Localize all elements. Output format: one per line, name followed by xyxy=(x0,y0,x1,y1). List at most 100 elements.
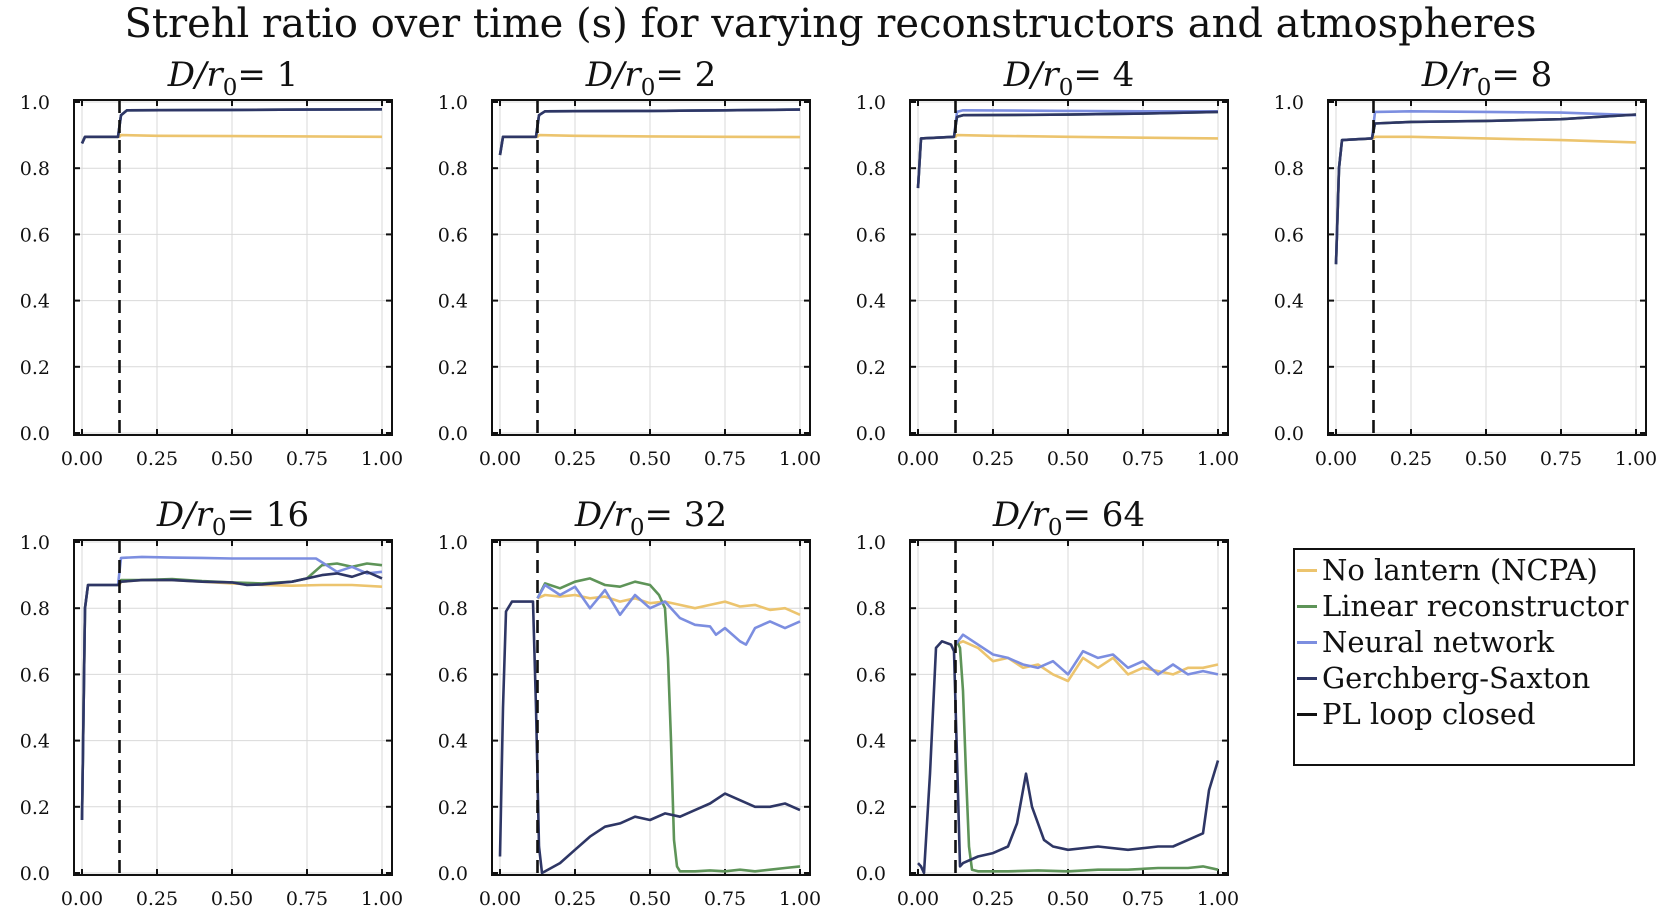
x-tick-label: 1.00 xyxy=(1615,448,1657,470)
x-tick-label: 0.25 xyxy=(136,448,178,470)
subplot-title-value: = 64 xyxy=(1063,495,1146,535)
legend-swatch-linear-reconstructor xyxy=(1297,605,1317,608)
x-tick-label: 0.00 xyxy=(479,888,521,910)
y-tick-label: 0.6 xyxy=(20,664,50,686)
x-tick-label: 0.50 xyxy=(629,888,671,910)
subplot-title-ratio: D/r xyxy=(585,55,643,95)
y-tick-label: 1.0 xyxy=(856,92,886,114)
y-tick-label: 0.8 xyxy=(856,598,886,620)
plot-frame xyxy=(909,539,1229,876)
subplot-title-subscript: 0 xyxy=(630,515,645,541)
y-tick-label: 0.6 xyxy=(856,664,886,686)
plot-frame xyxy=(491,99,811,436)
y-tick-label: 0.4 xyxy=(20,731,50,753)
x-tick-label: 0.75 xyxy=(1122,888,1164,910)
subplot-title: D/r0= 16 xyxy=(156,495,309,541)
y-tick-label: 0.0 xyxy=(1274,423,1304,445)
subplot-1: D/r0= 1 0.0 0.2 0.4 0.6 0.8 1.0 0.00 0.25 0.50 0.7… xyxy=(20,55,403,470)
subplot-6: D/r0= 32 0.0 0.2 0.4 0.6 0.8 1.0 0.00 0.25 0.50 0.… xyxy=(438,495,821,910)
x-tick-label: 0.00 xyxy=(897,448,939,470)
x-tick-label: 0.50 xyxy=(211,448,253,470)
x-tick-label: 0.75 xyxy=(704,448,746,470)
legend-label: No lantern (NCPA) xyxy=(1322,553,1598,587)
legend-label: Gerchberg-Saxton xyxy=(1322,661,1591,695)
y-tick-label: 0.4 xyxy=(1274,291,1304,313)
x-tick-label: 0.00 xyxy=(897,888,939,910)
plot-frame xyxy=(909,99,1229,436)
x-tick-label: 0.25 xyxy=(972,448,1014,470)
y-tick-label: 0.0 xyxy=(438,423,468,445)
legend-swatch-gerchberg-saxton xyxy=(1297,677,1317,680)
x-tick-label: 0.50 xyxy=(211,888,253,910)
y-tick-label: 0.0 xyxy=(856,863,886,885)
y-tick-label: 0.2 xyxy=(1274,357,1304,379)
y-tick-label: 1.0 xyxy=(20,532,50,554)
y-tick-label: 1.0 xyxy=(1274,92,1304,114)
subplot-3: D/r0= 4 0.0 0.2 0.4 0.6 0.8 1.0 0.00 0.25 0.50 0.7… xyxy=(856,55,1239,470)
subplot-2: D/r0= 2 0.0 0.2 0.4 0.6 0.8 1.0 0.00 0.25 0.50 0.7… xyxy=(438,55,821,470)
y-tick-label: 1.0 xyxy=(438,92,468,114)
subplot-title-subscript: 0 xyxy=(641,75,656,101)
y-tick-label: 0.2 xyxy=(856,797,886,819)
y-tick-label: 0.4 xyxy=(856,291,886,313)
subplot-title-ratio: D/r xyxy=(1003,55,1061,95)
series-line-neural-network xyxy=(954,633,1219,676)
x-tick-label: 0.00 xyxy=(61,888,103,910)
x-tick-label: 0.75 xyxy=(704,888,746,910)
y-tick-label: 0.6 xyxy=(438,224,468,246)
x-tick-label: 0.50 xyxy=(629,448,671,470)
legend-item-neural-network: Neural network xyxy=(1295,624,1635,660)
legend-item-pl-loop-closed: PL loop closed xyxy=(1295,696,1635,732)
y-tick-label: 0.8 xyxy=(438,598,468,620)
subplot-title-value: = 8 xyxy=(1491,55,1552,95)
y-tick-label: 0.2 xyxy=(438,797,468,819)
subplot-title-subscript: 0 xyxy=(1048,515,1063,541)
y-tick-label: 0.0 xyxy=(20,863,50,885)
x-tick-label: 0.25 xyxy=(972,888,1014,910)
x-tick-label: 0.50 xyxy=(1047,448,1089,470)
x-tick-label: 0.25 xyxy=(554,888,596,910)
subplot-title-value: = 4 xyxy=(1073,55,1134,95)
legend-label: PL loop closed xyxy=(1322,697,1536,731)
subplot-title: D/r0= 8 xyxy=(1421,55,1553,101)
subplot-title-value: = 32 xyxy=(645,495,728,535)
y-tick-label: 0.4 xyxy=(438,731,468,753)
plot-frame xyxy=(73,539,393,876)
y-tick-label: 0.2 xyxy=(20,357,50,379)
x-tick-label: 0.50 xyxy=(1047,888,1089,910)
x-tick-label: 1.00 xyxy=(1197,448,1239,470)
subplot-5: D/r0= 16 0.0 0.2 0.4 0.6 0.8 1.0 0.00 0.25 0.50 0.… xyxy=(20,495,403,910)
series-line-gerchberg-saxton xyxy=(498,600,801,875)
y-tick-label: 0.8 xyxy=(20,598,50,620)
legend-swatch-neural-network xyxy=(1297,641,1317,644)
x-tick-label: 0.25 xyxy=(136,888,178,910)
y-tick-label: 0.8 xyxy=(856,158,886,180)
subplot-4: D/r0= 8 0.0 0.2 0.4 0.6 0.8 1.0 0.00 0.25 0.50 0.7… xyxy=(1274,55,1657,470)
subplot-title-subscript: 0 xyxy=(1059,75,1074,101)
subplot-title: D/r0= 64 xyxy=(992,495,1145,541)
subplot-title-ratio: D/r xyxy=(167,55,225,95)
series-line-no-lantern-ncpa xyxy=(954,639,1219,683)
y-tick-label: 0.6 xyxy=(1274,224,1304,246)
y-tick-label: 0.6 xyxy=(856,224,886,246)
legend-label: Neural network xyxy=(1322,625,1555,659)
subplot-title: D/r0= 1 xyxy=(167,55,299,101)
y-tick-label: 0.2 xyxy=(20,797,50,819)
subplot-title: D/r0= 32 xyxy=(574,495,727,541)
y-tick-label: 1.0 xyxy=(856,532,886,554)
series-line-linear-reconstructor xyxy=(954,639,1219,873)
series-line-linear-reconstructor xyxy=(536,577,801,873)
x-tick-label: 0.25 xyxy=(554,448,596,470)
y-tick-label: 0.0 xyxy=(20,423,50,445)
y-tick-label: 0.6 xyxy=(20,224,50,246)
legend-swatch-pl-loop-closed xyxy=(1297,713,1317,716)
subplot-title-ratio: D/r xyxy=(156,495,214,535)
x-tick-label: 1.00 xyxy=(361,888,403,910)
series-line-gerchberg-saxton xyxy=(80,108,383,144)
subplot-title-ratio: D/r xyxy=(574,495,632,535)
y-tick-label: 0.0 xyxy=(856,423,886,445)
subplot-title-value: = 1 xyxy=(237,55,298,95)
y-tick-label: 0.6 xyxy=(438,664,468,686)
y-tick-label: 0.2 xyxy=(856,357,886,379)
plot-frame xyxy=(1327,99,1647,436)
